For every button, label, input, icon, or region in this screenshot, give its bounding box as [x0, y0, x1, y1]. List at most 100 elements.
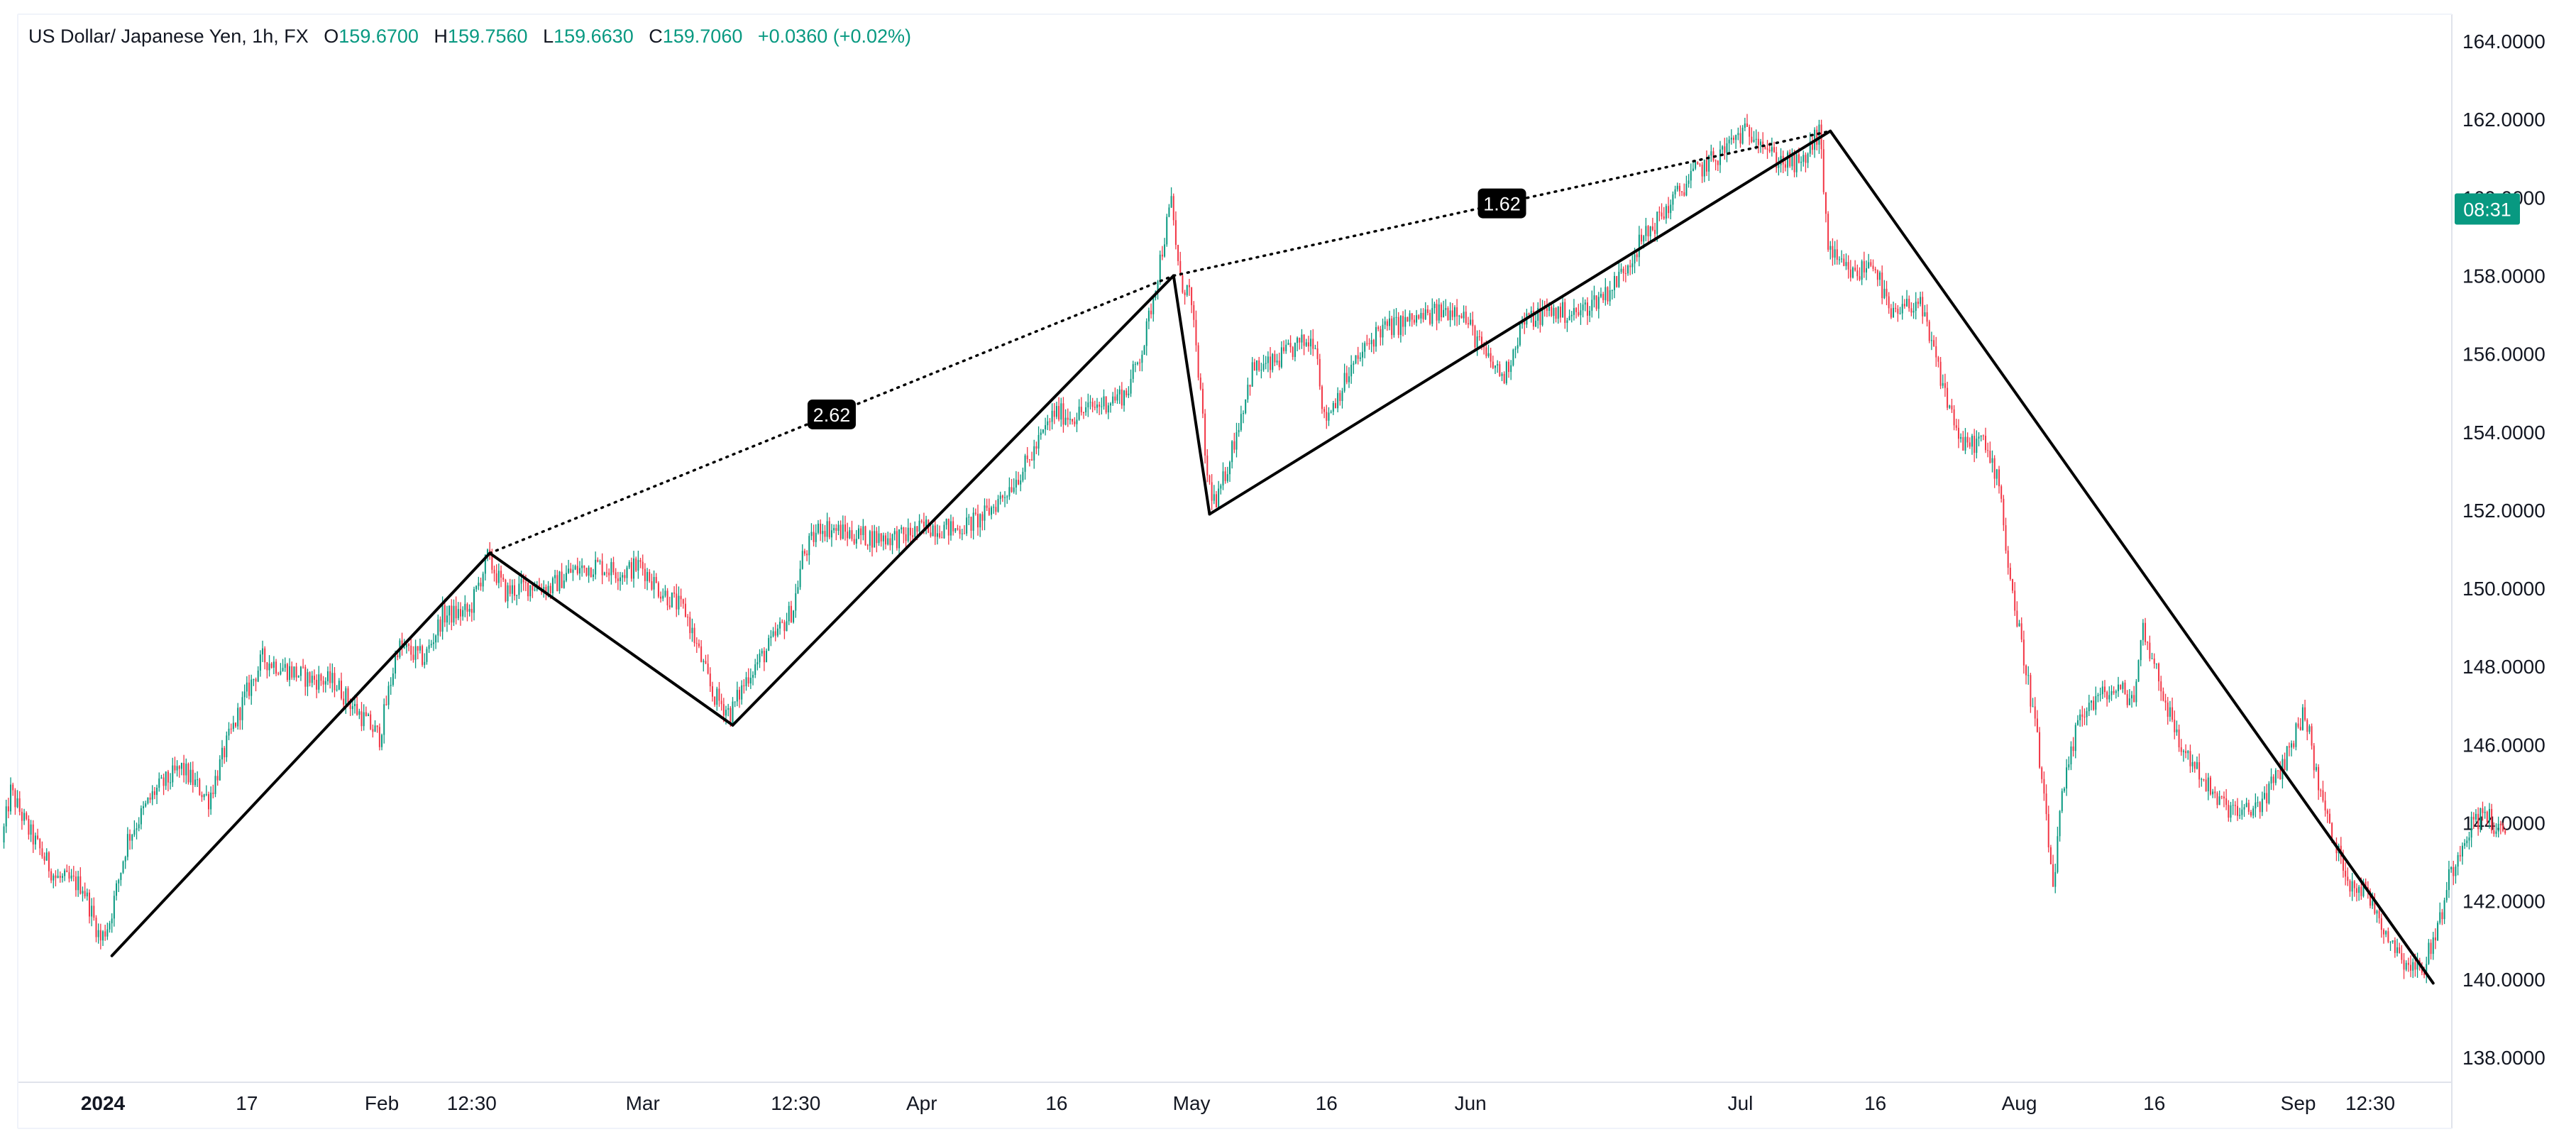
price-tick-label: 162.0000 [2462, 109, 2545, 131]
candle [1114, 387, 1116, 404]
candle [1170, 187, 1172, 208]
candle-body [57, 876, 59, 879]
candle [1620, 263, 1622, 274]
candle [1510, 360, 1512, 380]
candle-body [1984, 436, 1986, 451]
candle [803, 549, 805, 556]
candle-body [2205, 779, 2207, 791]
candle-body [1386, 321, 1388, 326]
candle-body [2009, 568, 2011, 579]
candle-body [2081, 714, 2084, 717]
candle-body [307, 672, 309, 687]
candle [1055, 402, 1057, 419]
candle [385, 695, 387, 706]
candle-body [7, 806, 9, 812]
candle-body [1103, 396, 1105, 407]
candle-body [1114, 396, 1116, 401]
candle [410, 637, 412, 661]
candle [43, 852, 45, 865]
candle [39, 837, 41, 855]
candle-body [776, 628, 778, 636]
candle-body [183, 763, 185, 776]
candle-body [2212, 791, 2214, 795]
candle [988, 498, 990, 517]
candle-body [1744, 123, 1746, 128]
candle [1595, 295, 1597, 312]
candle [739, 686, 741, 708]
candle-body [620, 577, 622, 581]
candle-body [2322, 790, 2324, 801]
price-tick-label: 156.0000 [2462, 343, 2545, 365]
candle [1330, 409, 1332, 414]
candle-body [1310, 339, 1312, 347]
candle [2445, 881, 2448, 903]
candle-body [286, 664, 288, 681]
candle [1841, 250, 1843, 263]
candle-body [1231, 441, 1233, 463]
candle [2236, 798, 2238, 821]
candle-body [374, 725, 376, 732]
candle-body [1147, 310, 1150, 321]
candle-body [331, 673, 334, 683]
candle [194, 772, 196, 787]
candle [1011, 478, 1013, 493]
candle [1611, 289, 1613, 300]
candle-body [32, 824, 34, 845]
time-tick-label: Jul [1728, 1092, 1754, 1114]
candle [2243, 803, 2245, 818]
candle-body [2279, 770, 2281, 780]
candle-body [338, 681, 340, 690]
candle-body [1159, 254, 1161, 282]
candle [1764, 145, 1766, 150]
candle-body [545, 587, 547, 595]
candle [1062, 397, 1064, 433]
candle-body [2164, 700, 2167, 703]
candle [1863, 251, 1865, 278]
price-tick-label: 144.0000 [2462, 813, 2545, 835]
candle-body [840, 524, 842, 539]
candle [370, 710, 372, 730]
candle [2147, 641, 2149, 650]
candle-body [2277, 770, 2279, 771]
candle [72, 866, 75, 881]
candle [84, 882, 86, 899]
candle [1186, 285, 1188, 297]
candle-body [2259, 802, 2261, 813]
candle-body [336, 689, 338, 691]
candle-body [1856, 270, 1859, 277]
candle [885, 532, 887, 550]
candle-body [419, 646, 421, 651]
candle [1409, 310, 1411, 326]
candle-body [2018, 623, 2020, 627]
candle [2320, 788, 2322, 797]
candle [622, 572, 624, 585]
candle-body [1668, 206, 1670, 214]
candle [331, 663, 334, 693]
candle-body [1082, 412, 1084, 413]
candle-body [2428, 942, 2430, 964]
candle-body [824, 531, 826, 537]
candle-body [381, 735, 383, 747]
candle [1487, 344, 1490, 358]
candle [1161, 246, 1163, 260]
candle [1015, 471, 1017, 495]
candle [2066, 759, 2068, 796]
candle [943, 521, 945, 539]
candle [316, 674, 318, 698]
candle [1933, 335, 1935, 347]
candle-body [1024, 455, 1026, 472]
candle-body [1654, 229, 1656, 234]
candle-body [891, 534, 893, 546]
candle [329, 663, 331, 689]
candle [2133, 686, 2135, 703]
candle [999, 491, 1001, 505]
candle [1350, 355, 1353, 384]
candle-body [1188, 285, 1190, 287]
candle-body [1838, 259, 1840, 260]
candle-body [1762, 141, 1764, 148]
candle-body [280, 671, 282, 675]
candle-body [151, 791, 153, 800]
candle [2212, 788, 2214, 798]
